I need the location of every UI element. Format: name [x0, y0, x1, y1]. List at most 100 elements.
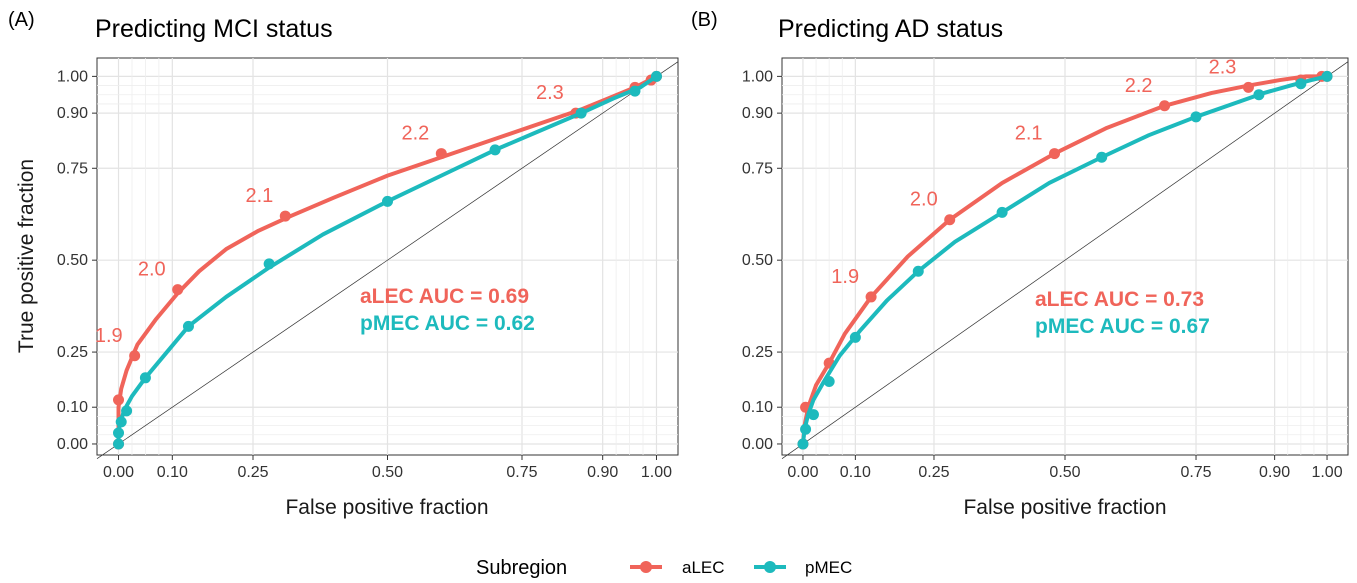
panel-b-x-tick-label: 0.75 [1180, 464, 1211, 481]
panel-a-y-tick-label: 0.25 [57, 344, 88, 361]
panel-b-alec-cutoff-label: 2.2 [1125, 75, 1153, 97]
panel-b-letter: (B) [691, 9, 718, 31]
panel-a-alec-cutoff-label: 1.9 [95, 325, 123, 347]
panel-b-pmec-point [1190, 111, 1202, 123]
legend-swatch-pmec-dot [764, 561, 776, 573]
panel-b-x-tick-label: 0.10 [840, 464, 871, 481]
panel-b-pmec-point [797, 438, 809, 450]
panel-a-x-tick-label: 0.00 [103, 464, 134, 481]
panel-b-alec-curve [800, 74, 1330, 446]
panel-a-auc-pmec: pMEC AUC = 0.62 [360, 312, 535, 335]
panel-b-pmec-point [1295, 78, 1307, 90]
panel-b-alec-cutoff-label: 1.9 [831, 266, 859, 288]
panel-b-alec-cutoff-label: 2.3 [1209, 56, 1237, 78]
panel-b-title: Predicting AD status [778, 15, 1003, 43]
panel-b-alec-point [1049, 148, 1061, 160]
panel-a-y-tick-label: 0.10 [57, 399, 88, 416]
panel-b-pmec-point [912, 265, 924, 277]
panel-a-pmec-point [263, 258, 275, 270]
panel-b-x-axis-title: False positive fraction [963, 496, 1166, 519]
panel-a-alec-cutoff-label: 2.1 [245, 185, 273, 207]
panel-b-pmec-point [1253, 89, 1265, 101]
panel-a-reference-diagonal [96, 61, 679, 459]
panel-a-gridlines [97, 58, 678, 455]
panel-a-alec-point [435, 148, 447, 160]
panel-a-x-tick-label: 0.25 [237, 464, 268, 481]
panel-b-alec-cutoff-label: 2.1 [1015, 123, 1043, 145]
panel-b-y-tick-label: 0.75 [742, 160, 773, 177]
panel-a-alec-point [129, 350, 141, 362]
panel-a-alec-point [113, 394, 125, 406]
panel-a-pmec-point [113, 438, 125, 450]
panel-a-y-tick-label: 1.00 [57, 68, 88, 85]
panel-b-auc-alec: aLEC AUC = 0.73 [1035, 288, 1204, 311]
panel-b-pmec-point [996, 206, 1008, 218]
legend-label-alec: aLEC [682, 558, 725, 577]
panel-b-alec-point [865, 291, 877, 303]
panel-b: (B) Predicting AD status 1.9 2.0 2.1 2.2 2.3… [691, 9, 1349, 519]
panel-b-x-tick-label: 0.25 [918, 464, 949, 481]
panel-a-y-tick-label: 0.50 [57, 252, 88, 269]
panel-a-y-tick-label: 0.00 [57, 436, 88, 453]
panel-a-x-tick-label: 0.90 [587, 464, 618, 481]
panel-a-title: Predicting MCI status [95, 15, 333, 43]
panel-b-gridlines [782, 58, 1348, 455]
panel-b-pmec-point [849, 331, 861, 343]
panel-b-x-tick-label: 0.90 [1259, 464, 1290, 481]
panel-b-alec-point [1159, 100, 1171, 112]
legend-item-alec: aLEC [630, 558, 725, 577]
panel-a-pmec-point [575, 107, 587, 119]
panel-b-y-tick-label: 1.00 [742, 68, 773, 85]
panel-a-y-axis-title: True positive fraction [15, 159, 38, 353]
panel-a-pmec-point [182, 320, 194, 332]
panel-a-x-tick-label: 0.50 [372, 464, 403, 481]
panel-a-pmec-point [489, 144, 501, 156]
panel-b-y-tick-label: 0.50 [742, 252, 773, 269]
panel-a-x-tick-label: 0.10 [157, 464, 188, 481]
panel-a-letter: (A) [8, 9, 35, 31]
panel-a-alec-point [172, 284, 184, 296]
panel-a-pmec-point [115, 416, 127, 428]
panel-b-series: 1.9 2.0 2.1 2.2 2.3 [797, 56, 1333, 450]
panel-a-pmec-point [382, 195, 393, 207]
panel-a-auc-alec: aLEC AUC = 0.69 [360, 285, 529, 308]
panel-a-x-tick-label: 0.75 [506, 464, 537, 481]
panel-b-ticks: 0.00 0.10 0.25 0.50 0.75 0.90 1.00 0.00 0.10 0.25… [742, 68, 1343, 481]
panel-a-series: 1.9 2.0 2.1 2.2 2.3 [95, 70, 662, 450]
panel-a-pmec-point [113, 427, 125, 439]
panel-b-alec-point [1242, 81, 1254, 93]
panel-b-pmec-point [1321, 70, 1333, 82]
panel-a-pmec-point [121, 405, 133, 417]
panel-b-pmec-point [807, 409, 819, 421]
panel-a-diagonal-line [96, 61, 679, 459]
panel-b-y-tick-label: 0.00 [742, 436, 773, 453]
panel-a-x-axis-title: False positive fraction [285, 496, 488, 519]
panel-b-diagonal-line [781, 61, 1349, 459]
panel-b-reference-diagonal [781, 61, 1349, 459]
panel-a-pmec-point [139, 372, 151, 384]
panel-b-y-tick-label: 0.10 [742, 399, 773, 416]
panel-a-alec-point [279, 210, 291, 222]
panel-a-alec-cutoff-label: 2.0 [138, 259, 166, 281]
panel-b-y-tick-label: 0.90 [742, 105, 773, 122]
legend: Subregion aLEC pMEC [476, 557, 852, 579]
panel-a-y-tick-label: 0.90 [57, 105, 88, 122]
panel-b-pmec-point [823, 375, 835, 387]
panel-b-pmec-point [800, 423, 812, 435]
legend-item-pmec: pMEC [754, 558, 852, 577]
panel-a-pmec-point [650, 70, 662, 82]
panel-a: (A) Predicting MCI status 1.9 2.0 2.1 2.2 2.… [8, 9, 679, 519]
panel-b-x-tick-label: 1.00 [1311, 464, 1342, 481]
panel-a-alec-cutoff-label: 2.3 [536, 82, 564, 104]
panel-b-alec-point [944, 214, 956, 226]
panel-b-x-tick-label: 0.00 [787, 464, 818, 481]
panel-b-x-tick-label: 0.50 [1049, 464, 1080, 481]
panel-a-y-tick-label: 0.75 [57, 160, 88, 177]
legend-swatch-alec-dot [640, 561, 652, 573]
panel-a-x-tick-label: 1.00 [641, 464, 672, 481]
panel-a-ticks: 0.00 0.10 0.25 0.50 0.75 0.90 1.00 0.00 0.10 0.25… [57, 68, 672, 481]
panel-b-pmec-point [1096, 151, 1108, 163]
panel-b-auc-pmec: pMEC AUC = 0.67 [1035, 315, 1210, 338]
panel-b-y-tick-label: 0.25 [742, 344, 773, 361]
